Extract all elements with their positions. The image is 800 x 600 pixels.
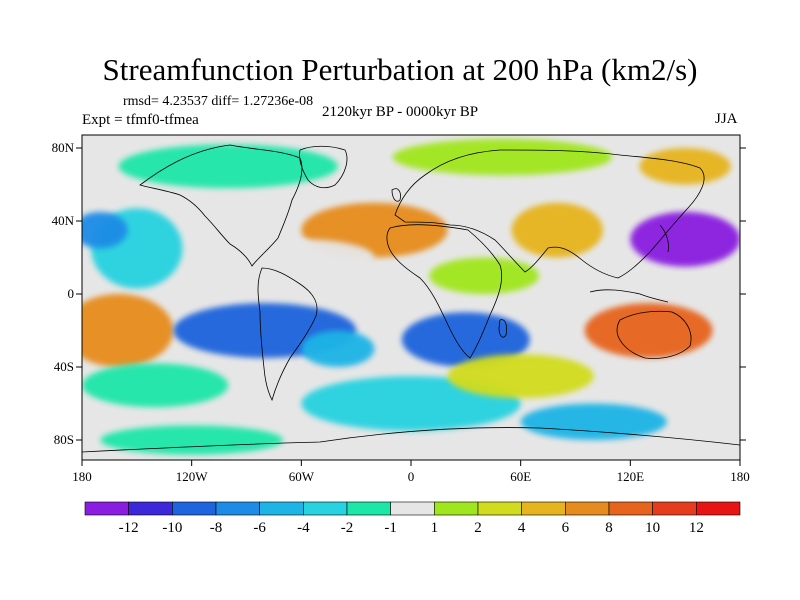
stats-label: rmsd= 4.23537 diff= 1.27236e-08 — [123, 94, 314, 109]
y-tick-label-0: 80N — [52, 140, 75, 155]
coastline-north-america — [139, 144, 303, 267]
coastlines — [82, 144, 740, 453]
colorbar-label-10: 6 — [562, 520, 570, 536]
colorbar-label-4: -4 — [297, 520, 310, 536]
field-blob-5 — [401, 312, 530, 367]
field-blob-4 — [301, 330, 375, 367]
colorbar-box-4 — [259, 501, 304, 516]
y-tick-label-4: 80S — [54, 432, 74, 447]
field-blob-15 — [82, 363, 229, 408]
colorbar-label-6: -1 — [384, 520, 397, 536]
field-blob-7 — [511, 202, 603, 258]
experiment-label: Expt = tfmf0-tfmea — [82, 112, 199, 128]
colorbar-label-7: 1 — [431, 520, 439, 536]
field-blob-1 — [82, 211, 128, 249]
field-blob-17 — [520, 403, 667, 440]
colorbar-label-1: -10 — [162, 520, 182, 536]
colorbar-label-2: -8 — [210, 520, 223, 536]
coastline-greenland — [299, 145, 348, 189]
field-blob-18 — [100, 425, 284, 455]
coastline-australia — [616, 310, 692, 359]
colorbar-box-13 — [652, 501, 697, 516]
field-blob-13 — [228, 239, 375, 276]
colorbar-box-7 — [390, 501, 435, 516]
colorbar-label-5: -2 — [341, 520, 354, 536]
colorbar-box-14 — [696, 501, 741, 516]
coastline-madagascar — [498, 319, 508, 338]
colorbar-box-11 — [565, 501, 610, 516]
colorbar-label-9: 4 — [518, 520, 526, 536]
x-tick-label-0: 180 — [72, 469, 92, 484]
colorbar-box-1 — [128, 501, 173, 516]
contour-field — [82, 138, 740, 455]
coastline-indonesia — [589, 289, 669, 303]
y-axis: 80N 40N 0 40S 80S — [52, 140, 746, 447]
period-label: 2120kyr BP - 0000kyr BP — [322, 104, 479, 120]
colorbar-label-3: -6 — [253, 520, 266, 536]
colorbar-label-0: -12 — [119, 520, 139, 536]
colorbar-box-9 — [477, 501, 522, 516]
colorbar-box-5 — [303, 501, 348, 516]
season-label: JJA — [715, 111, 738, 127]
colorbar-box-8 — [434, 501, 479, 516]
field-blob-2 — [82, 294, 174, 367]
coastline-africa — [386, 224, 503, 359]
field-blob-19 — [447, 354, 594, 399]
field-blob-12 — [639, 148, 731, 185]
x-axis: 180 120W 60W 0 60E 120E 180 — [72, 460, 750, 484]
colorbar-box-12 — [608, 501, 653, 516]
colorbar-box-10 — [521, 501, 566, 516]
coastline-uk — [391, 188, 401, 202]
colorbar-box-6 — [346, 501, 391, 516]
y-tick-label-1: 40N — [52, 213, 75, 228]
coastline-south-america — [257, 267, 318, 402]
x-tick-label-4: 60E — [510, 469, 531, 484]
x-tick-label-6: 180 — [730, 469, 750, 484]
y-tick-label-3: 40S — [54, 359, 74, 374]
field-blob-10 — [118, 144, 338, 189]
colorbar-label-8: 2 — [474, 520, 482, 536]
coastline-eurasia — [394, 149, 705, 279]
plot-title: Streamfunction Perturbation at 200 hPa (… — [102, 52, 698, 87]
field-blob-11 — [392, 138, 613, 176]
field-blob-8 — [630, 211, 740, 267]
x-tick-label-5: 120E — [617, 469, 645, 484]
colorbar: -12 -10 -8 -6 -4 -2 -1 1 2 4 6 8 10 12 — [84, 501, 741, 536]
coastline-japan — [659, 224, 669, 253]
colorbar-box-3 — [215, 501, 260, 516]
x-tick-label-1: 120W — [176, 469, 209, 484]
y-tick-label-2: 0 — [68, 286, 75, 301]
colorbar-label-12: 10 — [645, 520, 660, 536]
colorbar-label-11: 8 — [605, 520, 613, 536]
x-tick-label-3: 0 — [408, 469, 415, 484]
colorbar-box-2 — [172, 501, 217, 516]
colorbar-label-13: 12 — [689, 520, 704, 536]
coastline-antarctica — [82, 427, 740, 453]
field-blob-14 — [429, 257, 539, 294]
colorbar-box-0 — [84, 501, 129, 516]
x-tick-label-2: 60W — [289, 469, 315, 484]
